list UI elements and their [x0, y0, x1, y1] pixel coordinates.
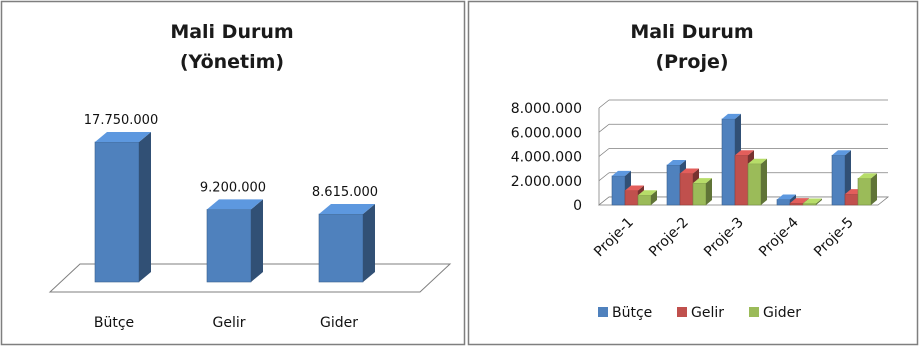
bar-proje-4-butce [776, 194, 796, 206]
right-chart-bars [611, 113, 877, 206]
bar-proje-1-butce-top [612, 170, 631, 176]
left-chart-title-line-2: (Yönetim) [180, 51, 284, 73]
right-chart-title-line-2: (Proje) [655, 51, 728, 73]
bar-proje-1-gider [637, 190, 657, 206]
legend-label-butce: Bütçe [612, 305, 652, 321]
bar-proje-4-gider-front [802, 203, 817, 206]
right-chart-title-line-1: Mali Durum [630, 21, 753, 43]
y-tick-3: 6.000.000 [511, 125, 582, 141]
left-bar-gider-side [363, 204, 375, 282]
bar-proje-3-gider-side [761, 158, 767, 205]
bar-proje-4-butce-front [776, 199, 791, 206]
left-bar-gelir-side [251, 199, 263, 282]
left-bar-butce-top [95, 132, 151, 142]
bar-proje-3-gelir-front [734, 154, 749, 206]
bar-proje-1-butce-front [611, 175, 626, 206]
bar-proje-3-butce-front [721, 118, 736, 206]
bar-proje-5-gider-front [857, 178, 872, 206]
bar-proje-2-gelir-front [679, 173, 694, 206]
bar-proje-3-gider-top [748, 158, 767, 164]
bar-proje-5-butce-front [831, 154, 846, 206]
gridline-depth-2 [598, 148, 610, 157]
bar-proje-2-gider-side [706, 178, 712, 205]
bar-proje-3-butce-top [722, 113, 741, 119]
bar-proje-2-gider [692, 178, 712, 206]
left-x-tick-gider: Gider [320, 315, 358, 331]
y-tick-2: 4.000.000 [511, 150, 582, 166]
bar-proje-5-gider-top [858, 173, 877, 179]
left-bar-butce-front [94, 141, 140, 283]
bar-proje-1-gider-top [638, 190, 657, 196]
bar-proje-5-gelir-front [844, 193, 859, 206]
legend-label-gider: Gider [763, 305, 801, 321]
bar-proje-5-gider-side [871, 173, 877, 205]
y-tick-1: 2.000.000 [511, 174, 582, 190]
left-data-label-gelir: 9.200.000 [200, 180, 266, 195]
bar-proje-1-gider-side [651, 190, 657, 205]
bar-proje-3-gider-front [747, 163, 762, 206]
bar-proje-2-butce-front [666, 164, 681, 206]
left-bar-gelir [206, 199, 263, 283]
right-chart-legend: Bütçe Gelir Gider [598, 305, 801, 321]
bar-proje-5-butce-top [832, 150, 851, 156]
left-bar-gider-top [319, 204, 375, 215]
y-tick-4: 8.000.000 [511, 101, 582, 117]
left-bar-gider [318, 204, 375, 283]
bar-proje-2-butce-top [667, 159, 686, 165]
left-chart-bars: 17.750.000 Bütçe 9.200.000 Gelir 8.615.000 Gi… [84, 113, 378, 331]
bar-proje-2-gider-front [692, 182, 707, 206]
bar-proje-5-gider [857, 173, 877, 206]
left-data-label-gider: 8.615.000 [312, 185, 378, 200]
gridline-depth-4 [598, 99, 610, 109]
right-chart-y-ticks: 0 2.000.000 4.000.000 6.000.000 8.000.000 [511, 101, 582, 214]
gridline-depth-3 [598, 123, 610, 133]
bar-proje-2-gider-top [693, 178, 712, 184]
bar-proje-3-gider [747, 158, 767, 206]
left-data-label-butce: 17.750.000 [84, 113, 158, 128]
legend-swatch-butce [598, 307, 608, 317]
bar-proje-4-gider [802, 198, 822, 206]
bar-proje-1-gider-front [637, 195, 652, 206]
bar-proje-4-gider-side [816, 198, 822, 205]
bar-proje-4-gider-top [803, 198, 822, 204]
bar-proje-1-gelir-top [625, 185, 644, 191]
bar-proje-4-gelir-front [789, 202, 804, 206]
bar-proje-2-gelir-top [680, 168, 699, 174]
bar-proje-4-butce-top [777, 194, 796, 200]
left-bar-gider-front [318, 213, 364, 283]
bar-proje-3-gelir-top [735, 150, 754, 156]
gridline-depth-1 [598, 172, 610, 182]
legend-label-gelir: Gelir [691, 305, 724, 321]
left-bar-gelir-top [207, 199, 263, 210]
left-bar-butce-side [139, 132, 151, 282]
left-bar-gelir-front [206, 209, 252, 283]
left-chart-title-line-1: Mali Durum [170, 21, 293, 43]
y-tick-0: 0 [573, 198, 582, 214]
legend-swatch-gelir [677, 307, 687, 317]
bar-proje-1-gelir-front [624, 190, 639, 206]
bar-proje-4-gelir-top [790, 198, 809, 204]
legend-swatch-gider [749, 307, 759, 317]
left-x-tick-gelir: Gelir [213, 315, 246, 331]
left-bar-butce [94, 132, 151, 283]
left-x-tick-butce: Bütçe [94, 315, 134, 331]
